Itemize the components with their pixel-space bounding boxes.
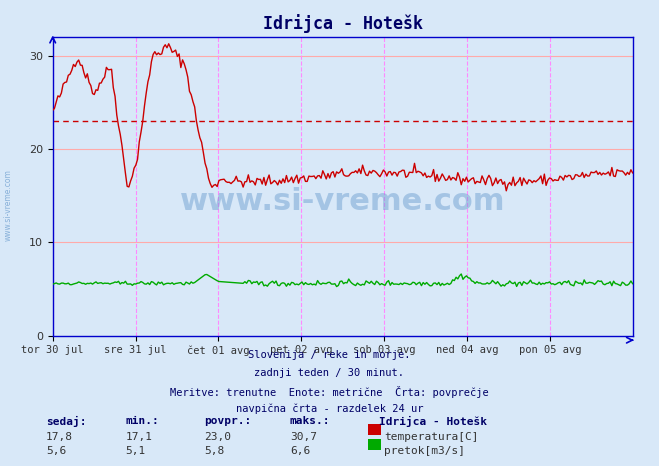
Bar <box>368 424 381 435</box>
Text: 6,6: 6,6 <box>290 446 310 456</box>
Text: 17,1: 17,1 <box>125 432 152 441</box>
Text: temperatura[C]: temperatura[C] <box>384 432 478 441</box>
Text: povpr.:: povpr.: <box>204 416 252 425</box>
Text: zadnji teden / 30 minut.: zadnji teden / 30 minut. <box>254 368 405 378</box>
Text: 17,8: 17,8 <box>46 432 73 441</box>
Text: 30,7: 30,7 <box>290 432 317 441</box>
Text: Idrijca - Hotešk: Idrijca - Hotešk <box>379 416 487 427</box>
Text: www.si-vreme.com: www.si-vreme.com <box>3 169 13 241</box>
Title: Idrijca - Hotešk: Idrijca - Hotešk <box>263 14 422 33</box>
Text: navpična črta - razdelek 24 ur: navpična črta - razdelek 24 ur <box>236 404 423 414</box>
Text: pretok[m3/s]: pretok[m3/s] <box>384 446 465 456</box>
Text: Slovenija / reke in morje.: Slovenija / reke in morje. <box>248 350 411 360</box>
Text: 5,6: 5,6 <box>46 446 67 456</box>
Text: 5,1: 5,1 <box>125 446 146 456</box>
Text: www.si-vreme.com: www.si-vreme.com <box>180 187 505 216</box>
Bar <box>368 439 381 450</box>
Text: 5,8: 5,8 <box>204 446 225 456</box>
Text: 23,0: 23,0 <box>204 432 231 441</box>
Text: sedaj:: sedaj: <box>46 416 86 427</box>
Text: maks.:: maks.: <box>290 416 330 425</box>
Text: min.:: min.: <box>125 416 159 425</box>
Text: Meritve: trenutne  Enote: metrične  Črta: povprečje: Meritve: trenutne Enote: metrične Črta: … <box>170 386 489 398</box>
